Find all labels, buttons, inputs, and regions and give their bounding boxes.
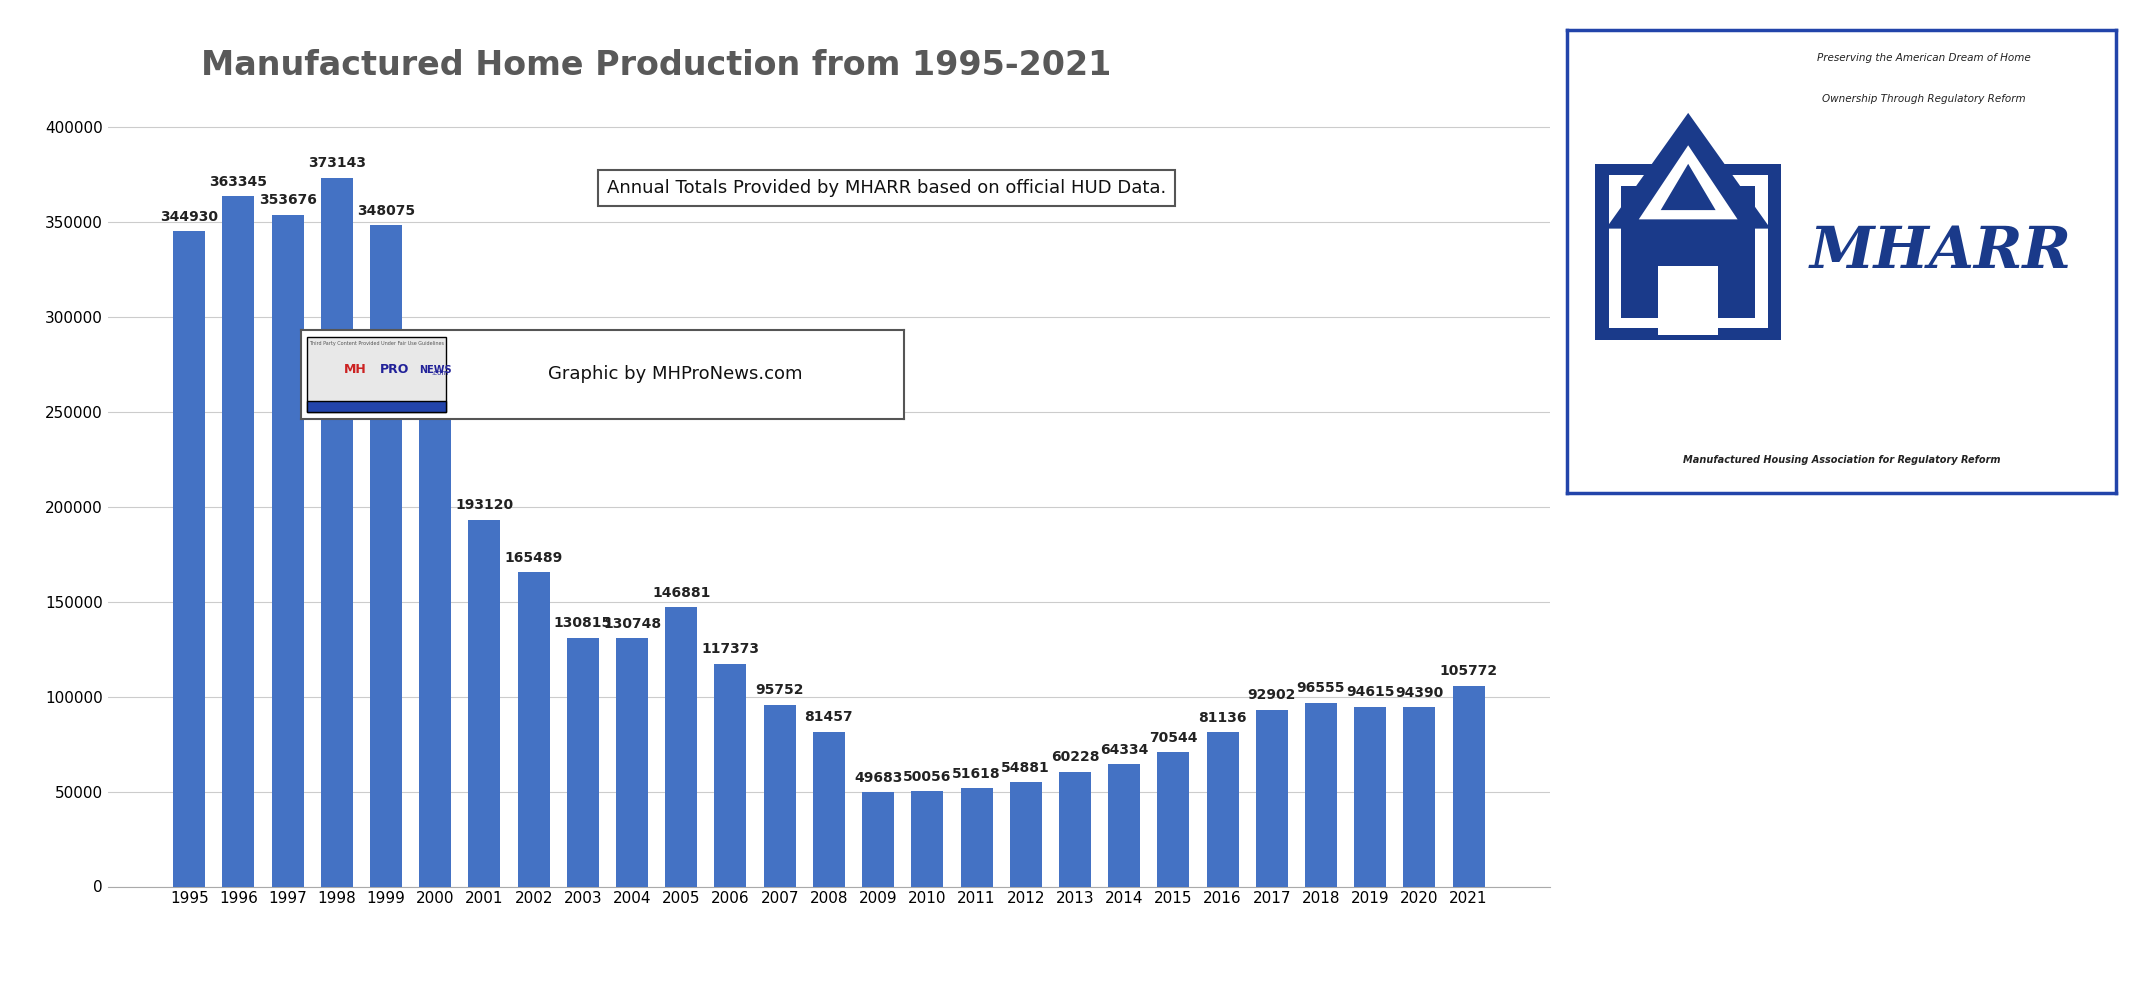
Text: 344930: 344930 [159, 210, 217, 224]
Text: 60228: 60228 [1051, 751, 1100, 764]
Polygon shape [1606, 113, 1770, 229]
Text: MH: MH [344, 363, 366, 376]
Text: 81136: 81136 [1199, 711, 1247, 725]
Bar [172, 231, 205, 887]
Bar [1059, 772, 1092, 886]
Text: 165489: 165489 [504, 551, 562, 564]
Text: 363345: 363345 [209, 174, 267, 189]
Text: NEWS: NEWS [420, 364, 452, 375]
Bar [517, 572, 549, 886]
FancyBboxPatch shape [1658, 266, 1718, 335]
Bar [616, 638, 648, 886]
Text: 49683: 49683 [855, 770, 902, 784]
Bar [814, 732, 844, 886]
Bar [222, 196, 254, 886]
Text: 130748: 130748 [603, 617, 661, 630]
Text: 105772: 105772 [1440, 664, 1498, 678]
Text: 94390: 94390 [1395, 686, 1443, 699]
Text: Third Party Content Provided Under Fair Use Guidelines: Third Party Content Provided Under Fair … [310, 341, 444, 346]
FancyBboxPatch shape [1608, 175, 1768, 328]
Text: 373143: 373143 [308, 156, 366, 170]
Bar [1453, 686, 1486, 886]
Bar [469, 520, 499, 886]
FancyBboxPatch shape [308, 337, 446, 412]
Bar [1010, 782, 1042, 886]
Text: 51618: 51618 [952, 767, 1001, 781]
Bar [370, 226, 403, 886]
Bar [1109, 764, 1141, 886]
Text: Manufactured Housing Association for Regulatory Reform: Manufactured Housing Association for Reg… [1684, 455, 2000, 465]
Bar [764, 704, 797, 886]
Text: 117373: 117373 [702, 642, 760, 656]
Text: 70544: 70544 [1150, 731, 1197, 745]
FancyBboxPatch shape [1621, 186, 1755, 317]
Text: 64334: 64334 [1100, 743, 1148, 756]
Polygon shape [1638, 145, 1737, 220]
Bar [271, 215, 304, 887]
Bar [321, 177, 353, 886]
Bar [911, 791, 943, 886]
Text: Graphic by MHProNews.com: Graphic by MHProNews.com [547, 365, 803, 383]
Text: MHARR: MHARR [1811, 224, 2071, 280]
Bar [420, 411, 452, 886]
Bar [861, 792, 893, 886]
Bar [1158, 753, 1188, 886]
FancyBboxPatch shape [308, 401, 446, 412]
Text: 146881: 146881 [652, 586, 710, 600]
Bar [1206, 733, 1238, 886]
Text: 81457: 81457 [805, 710, 853, 724]
Text: 353676: 353676 [258, 193, 316, 207]
Text: .com: .com [431, 369, 448, 375]
Bar [1354, 707, 1387, 886]
Text: 348075: 348075 [357, 204, 416, 218]
Text: 54881: 54881 [1001, 760, 1051, 774]
Text: 193120: 193120 [456, 498, 515, 512]
FancyBboxPatch shape [1595, 164, 1781, 340]
Text: PRO: PRO [379, 363, 409, 376]
Bar [960, 788, 993, 886]
Text: 92902: 92902 [1247, 689, 1296, 702]
Text: 96555: 96555 [1296, 682, 1346, 695]
Bar [1305, 703, 1337, 886]
Bar [715, 664, 747, 886]
Text: 94615: 94615 [1346, 686, 1395, 699]
Bar [1255, 710, 1287, 886]
Text: Preserving the American Dream of Home: Preserving the American Dream of Home [1817, 53, 2030, 63]
Text: 250366: 250366 [407, 389, 465, 403]
Title: Manufactured Home Production from 1995-2021: Manufactured Home Production from 1995-2… [200, 49, 1111, 82]
Bar [665, 608, 698, 886]
Text: Ownership Through Regulatory Reform: Ownership Through Regulatory Reform [1821, 95, 2026, 104]
Text: 130815: 130815 [553, 617, 611, 630]
Bar [566, 638, 599, 886]
Text: 50056: 50056 [902, 770, 952, 784]
Text: Annual Totals Provided by MHARR based on official HUD Data.: Annual Totals Provided by MHARR based on… [607, 179, 1167, 197]
Polygon shape [1660, 164, 1716, 210]
Text: 95752: 95752 [756, 683, 803, 697]
Bar [1404, 707, 1436, 886]
